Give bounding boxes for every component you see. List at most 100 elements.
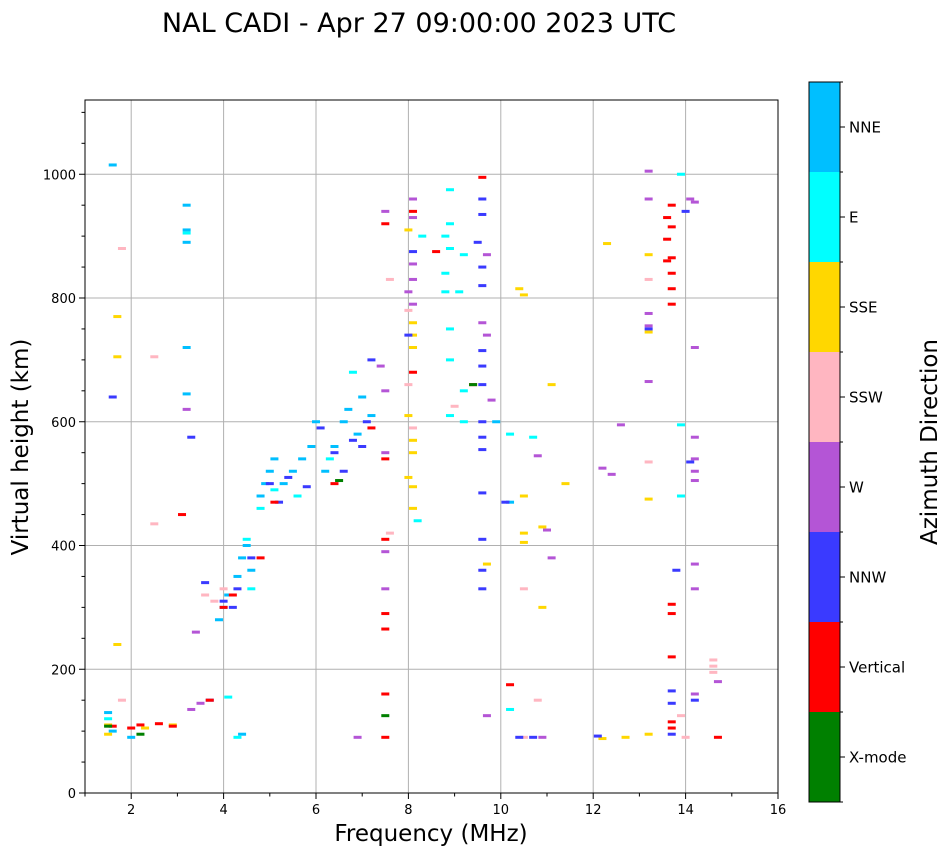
data-points — [104, 163, 722, 741]
echo-point-nnw — [667, 689, 676, 693]
echo-point-vertical — [168, 724, 177, 728]
echo-point-sse — [104, 732, 113, 736]
echo-point-nnw — [690, 698, 699, 702]
echo-point-nnw — [473, 240, 482, 244]
echo-point-nne — [358, 395, 367, 399]
echo-point-nne — [238, 556, 247, 560]
echo-point-e — [459, 389, 468, 393]
echo-point-e — [224, 695, 233, 699]
echo-point-w — [353, 735, 362, 739]
echo-point-e — [413, 519, 422, 523]
echo-point-w — [381, 587, 390, 591]
echo-point-nnw — [478, 435, 487, 439]
echo-point-w — [686, 197, 695, 201]
echo-point-w — [616, 423, 625, 427]
colorbar-tick-label: E — [849, 209, 858, 227]
echo-point-e — [445, 247, 454, 250]
colorbar-tick-label: NNW — [849, 569, 886, 587]
echo-point-nnw — [187, 435, 196, 439]
echo-point-nnw — [478, 265, 487, 269]
echo-point-sse — [409, 485, 418, 489]
echo-point-nne — [330, 445, 339, 448]
y-tick-label: 0 — [68, 787, 76, 802]
echo-point-w — [409, 277, 418, 281]
echo-point-nnw — [330, 451, 339, 455]
echo-point-x-mode — [469, 383, 478, 387]
echo-point-e — [441, 234, 450, 238]
echo-point-sse — [644, 732, 653, 736]
echo-point-ssw — [676, 714, 685, 718]
echo-point-nnw — [409, 250, 418, 254]
echo-point-w — [196, 701, 205, 705]
echo-point-sse — [519, 531, 528, 535]
echo-point-w — [644, 169, 653, 173]
echo-point-vertical — [667, 612, 676, 616]
echo-point-sse — [519, 494, 528, 498]
echo-point-e — [676, 494, 685, 498]
echo-point-nne — [104, 711, 113, 715]
colorbar-frame — [808, 81, 841, 803]
echo-point-e — [455, 290, 464, 294]
echo-point-sse — [538, 605, 547, 609]
echo-point-w — [404, 290, 413, 294]
echo-point-vertical — [667, 225, 676, 229]
echo-point-vertical — [330, 482, 339, 486]
echo-point-ssw — [644, 460, 653, 464]
echo-point-sse — [598, 737, 607, 741]
echo-point-e — [325, 457, 334, 461]
echo-point-nne — [182, 228, 191, 232]
echo-point-x-mode — [381, 714, 390, 718]
echo-point-nne — [182, 240, 191, 244]
echo-point-ssw — [210, 599, 219, 603]
x-tick-label: 4 — [219, 803, 227, 818]
echo-point-nnw — [478, 212, 487, 216]
echo-point-vertical — [228, 593, 237, 597]
echo-point-e — [459, 253, 468, 257]
echo-point-nne — [261, 482, 270, 486]
echo-point-nne — [353, 432, 362, 436]
echo-point-nne — [182, 203, 191, 207]
echo-point-w — [690, 457, 699, 461]
echo-point-nnw — [478, 537, 487, 541]
echo-point-w — [690, 479, 699, 483]
grid-lines — [85, 100, 778, 793]
echo-point-w — [690, 692, 699, 696]
echo-point-nnw — [265, 482, 274, 486]
echo-point-vertical — [667, 602, 676, 606]
echo-point-nnw — [529, 735, 538, 739]
echo-point-sse — [113, 355, 122, 359]
echo-point-ssw — [117, 698, 126, 702]
echo-point-e — [182, 231, 191, 235]
echo-point-nnw — [672, 568, 681, 572]
echo-point-vertical — [381, 692, 390, 696]
echo-point-nne — [298, 457, 307, 461]
echo-point-w — [690, 435, 699, 439]
echo-point-nne — [492, 420, 501, 424]
echo-point-sse — [409, 451, 418, 455]
echo-point-vertical — [381, 222, 390, 226]
echo-point-e — [506, 432, 515, 436]
echo-point-e — [242, 537, 251, 541]
echo-point-e — [247, 587, 256, 591]
y-tick-label: 400 — [51, 540, 76, 555]
echo-point-sse — [644, 330, 653, 334]
echo-point-nnw — [339, 469, 348, 473]
colorbar-segment — [809, 172, 840, 262]
echo-point-ssw — [450, 404, 459, 408]
echo-point-vertical — [667, 720, 676, 724]
echo-point-w — [187, 707, 196, 711]
echo-point-nne — [182, 346, 191, 349]
echo-point-vertical — [205, 698, 214, 702]
colorbar: X-mode Vertical NNW W SSW SSE E NNE — [809, 81, 906, 803]
colorbar-segment — [809, 442, 840, 532]
echo-point-w — [381, 550, 390, 554]
echo-point-sse — [482, 562, 491, 566]
echo-point-vertical — [178, 513, 187, 517]
echo-point-nne — [288, 469, 297, 473]
echo-point-nnw — [667, 732, 676, 736]
colorbar-tick-label: X-mode — [849, 749, 906, 767]
echo-point-ssw — [519, 735, 528, 739]
y-axis-label: Virtual height (km) — [8, 339, 34, 556]
echo-point-sse — [113, 315, 122, 319]
echo-point-nnw — [316, 426, 325, 430]
